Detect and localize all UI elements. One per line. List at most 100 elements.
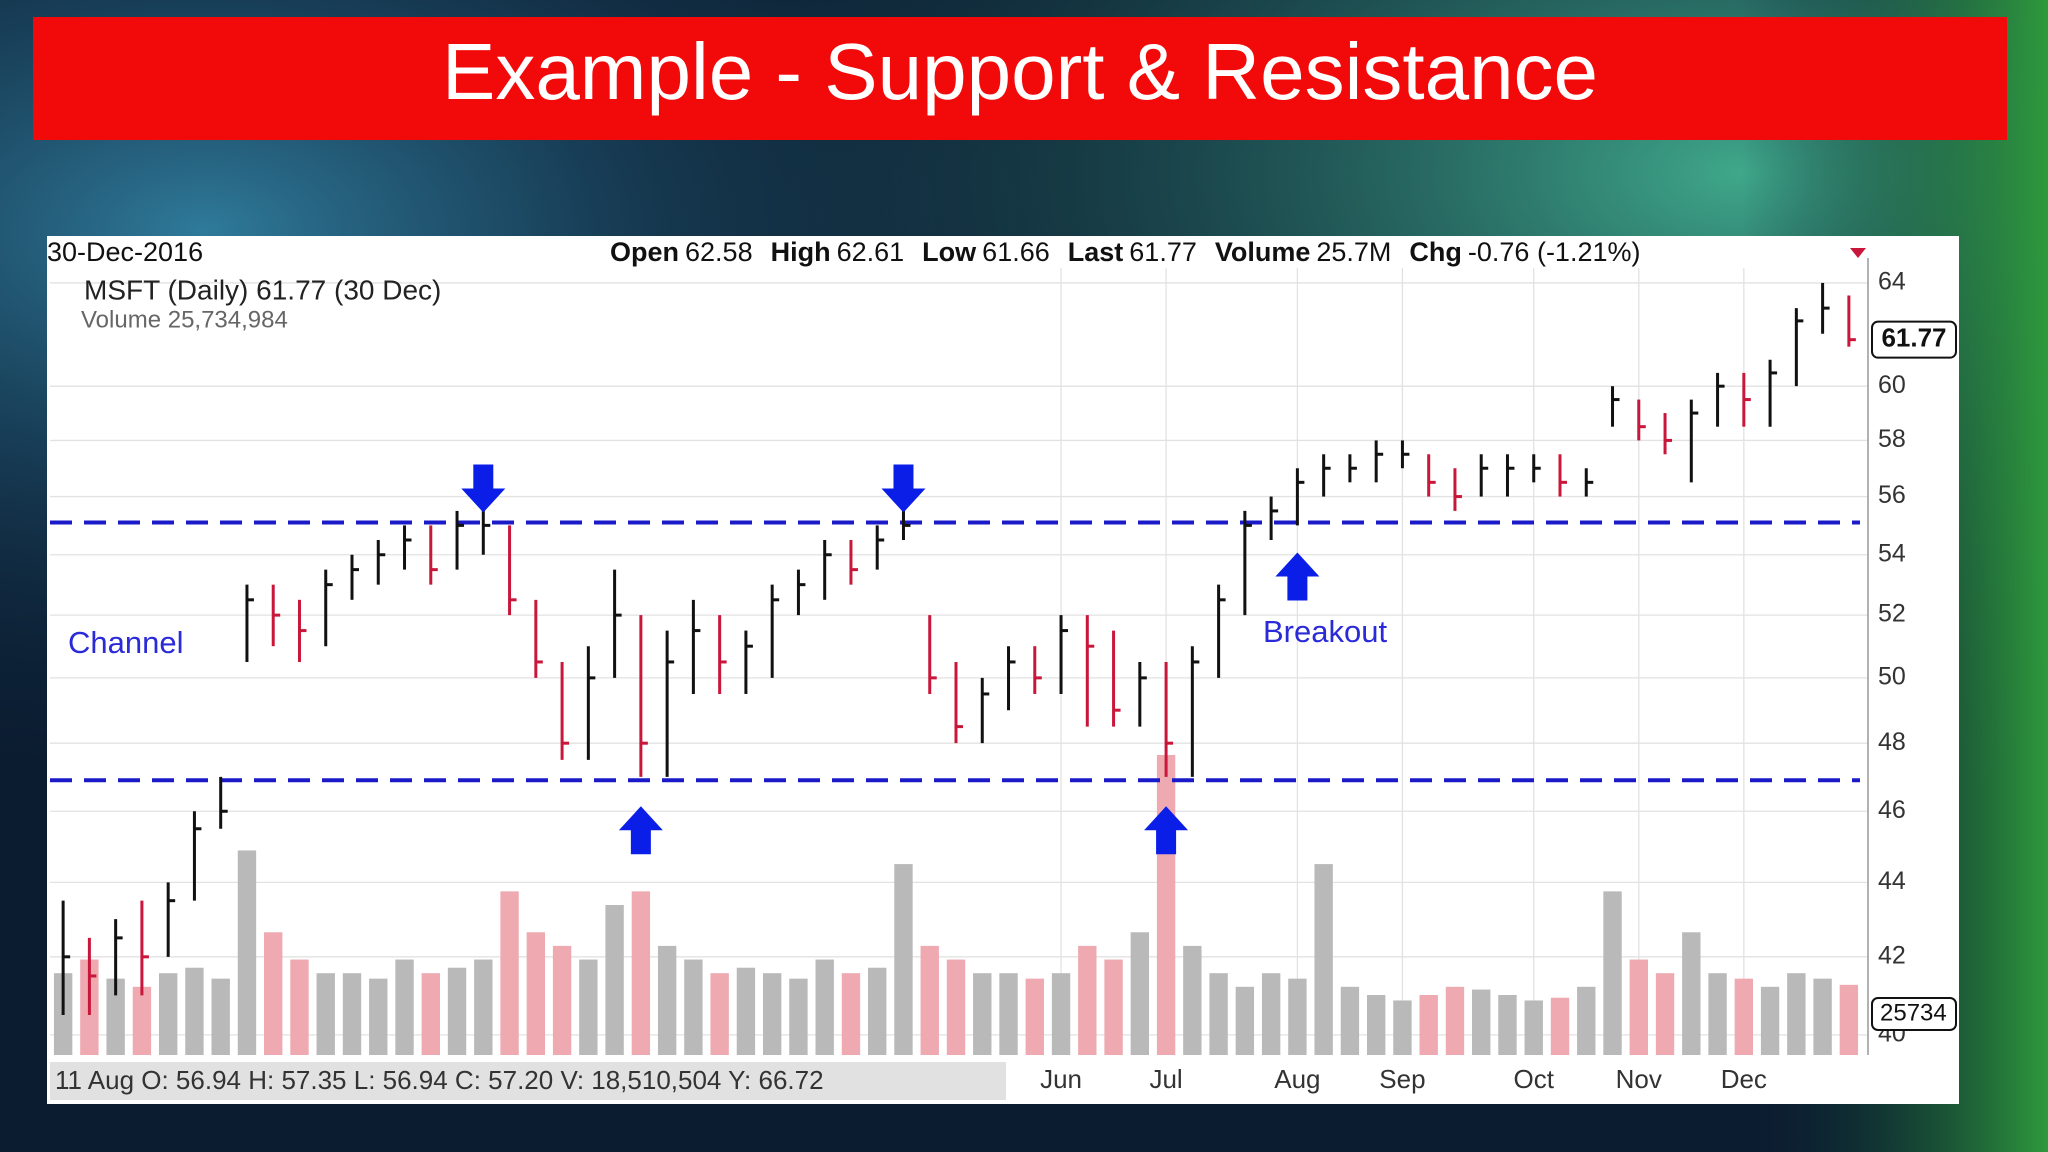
volume-bar bbox=[526, 932, 546, 1055]
volume-bar bbox=[1498, 995, 1517, 1055]
volume-bar bbox=[1314, 864, 1333, 1055]
x-tick-label: Jun bbox=[1040, 1064, 1082, 1094]
info-label: Low bbox=[922, 237, 977, 267]
volume-bar bbox=[290, 959, 309, 1055]
volume-bar bbox=[1787, 973, 1806, 1055]
volume-line: Volume 25,734,984 bbox=[81, 306, 288, 333]
chart-panel bbox=[47, 236, 1959, 1104]
volume-bar bbox=[1708, 973, 1727, 1055]
symbol-line: MSFT (Daily) 61.77 (30 Dec) bbox=[84, 274, 441, 305]
volume-bar bbox=[552, 945, 572, 1055]
volume-bar bbox=[1261, 973, 1281, 1055]
volume-bar bbox=[973, 973, 992, 1055]
info-value: -0.76 (-1.21%) bbox=[1468, 237, 1641, 267]
volume-bar bbox=[736, 967, 756, 1055]
volume-bar bbox=[1025, 978, 1044, 1055]
y-tick-label: 64 bbox=[1878, 268, 1906, 296]
volume-bar bbox=[657, 945, 677, 1055]
x-tick-label: Jul bbox=[1149, 1064, 1182, 1094]
y-tick-label: 54 bbox=[1878, 539, 1906, 567]
volume-bar bbox=[1734, 978, 1754, 1055]
volume-bar bbox=[1577, 986, 1596, 1055]
volume-bar bbox=[920, 945, 939, 1055]
title-band bbox=[33, 17, 2007, 140]
volume-bar bbox=[158, 973, 178, 1055]
x-tick-label: Sep bbox=[1379, 1064, 1425, 1094]
volume-bar bbox=[132, 986, 152, 1055]
info-value: 61.77 bbox=[1129, 237, 1197, 267]
info-value: 62.61 bbox=[837, 237, 905, 267]
y-tick-label: 46 bbox=[1878, 796, 1906, 824]
volume-bar bbox=[1472, 989, 1491, 1055]
volume-bar bbox=[815, 959, 834, 1055]
volume-bar bbox=[1839, 984, 1859, 1055]
y-tick-label: 48 bbox=[1878, 728, 1906, 756]
volume-bar bbox=[106, 978, 125, 1055]
volume-bar bbox=[605, 905, 624, 1055]
volume-bar bbox=[447, 967, 467, 1055]
y-tick-label: 44 bbox=[1878, 867, 1906, 895]
volume-bar bbox=[841, 973, 861, 1055]
volume-bar bbox=[762, 973, 782, 1055]
volume-bar bbox=[868, 967, 887, 1055]
volume-bar bbox=[237, 850, 257, 1055]
y-tick-label: 52 bbox=[1878, 600, 1906, 628]
volume-bar bbox=[1550, 997, 1570, 1055]
volume-bar bbox=[894, 864, 913, 1055]
volume-bar bbox=[1366, 995, 1386, 1055]
volume-bar bbox=[1340, 986, 1360, 1055]
volume-bar bbox=[1445, 986, 1465, 1055]
info-value: 61.66 bbox=[982, 237, 1050, 267]
volume-bar bbox=[185, 967, 204, 1055]
info-marker bbox=[1850, 248, 1866, 258]
volume-bar bbox=[710, 973, 729, 1055]
arrow bbox=[881, 464, 926, 513]
volume-bar bbox=[316, 973, 335, 1055]
volume-bar bbox=[1419, 995, 1438, 1055]
y-tick-label: 58 bbox=[1878, 425, 1906, 453]
volume-bar bbox=[1629, 959, 1648, 1055]
x-tick-label: Aug bbox=[1274, 1064, 1320, 1094]
annotation: Breakout bbox=[1263, 614, 1387, 649]
volume-bar bbox=[1183, 945, 1202, 1055]
volume-bar bbox=[1104, 959, 1123, 1055]
volume-bar bbox=[1524, 1000, 1543, 1055]
volume-bar bbox=[1655, 973, 1675, 1055]
slide-title: Example - Support & Resistance bbox=[442, 27, 1598, 116]
volume-bar bbox=[1051, 973, 1071, 1055]
volume-bar bbox=[1288, 978, 1307, 1055]
annotation: Channel bbox=[68, 625, 183, 660]
arrow bbox=[618, 806, 663, 855]
volume-bar bbox=[342, 973, 362, 1055]
volume-bar bbox=[1235, 986, 1255, 1055]
info-label: Volume bbox=[1215, 237, 1311, 267]
x-tick-label: Oct bbox=[1514, 1064, 1555, 1094]
x-tick-label: Dec bbox=[1721, 1064, 1767, 1094]
crosshair-info: 11 Aug O: 56.94 H: 57.35 L: 56.94 C: 57.… bbox=[55, 1065, 824, 1095]
volume-bar bbox=[474, 959, 493, 1055]
volume-bar bbox=[1209, 973, 1228, 1055]
y-tick-label: 50 bbox=[1878, 662, 1906, 690]
volume-badge bbox=[1871, 997, 1957, 1031]
volume-bar bbox=[1156, 755, 1176, 1055]
volume-bar bbox=[1813, 978, 1832, 1055]
volume-bar bbox=[421, 973, 440, 1055]
price-badge-label: 61.77 bbox=[1881, 323, 1946, 353]
y-tick-label: 56 bbox=[1878, 481, 1906, 509]
volume-bar bbox=[579, 959, 598, 1055]
volume-bar bbox=[264, 932, 283, 1055]
volume-bar bbox=[684, 959, 703, 1055]
arrow bbox=[461, 464, 506, 513]
volume-bar bbox=[1682, 932, 1701, 1055]
crosshair-box bbox=[50, 1062, 1006, 1100]
volume-bar bbox=[211, 978, 230, 1055]
info-label: Open bbox=[610, 237, 679, 267]
x-tick-label: Nov bbox=[1616, 1064, 1662, 1094]
arrow bbox=[1275, 552, 1320, 601]
volume-bar bbox=[1393, 1000, 1412, 1055]
y-tick-label: 42 bbox=[1878, 941, 1906, 969]
volume-bar bbox=[631, 891, 651, 1055]
volume-bar bbox=[369, 978, 388, 1055]
